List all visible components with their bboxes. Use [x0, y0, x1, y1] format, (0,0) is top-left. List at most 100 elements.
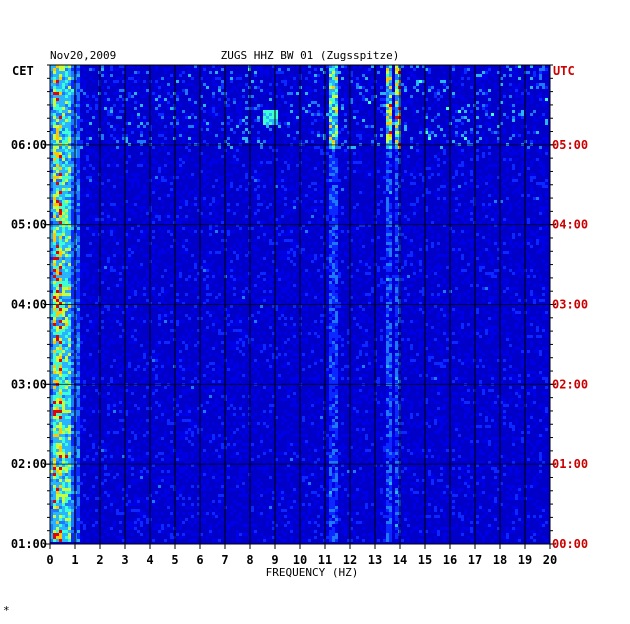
spectro-cell — [167, 116, 170, 119]
spectro-cell — [131, 179, 134, 182]
spectro-cell — [518, 275, 521, 278]
spectro-cell — [143, 125, 146, 128]
spectro-cell — [476, 257, 479, 260]
spectro-cell — [320, 221, 323, 224]
spectro-cell — [437, 113, 440, 116]
spectro-cell — [83, 119, 86, 122]
spectro-cell — [341, 65, 344, 68]
spectro-cell — [77, 284, 80, 287]
spectro-cell — [137, 164, 140, 167]
spectro-cell — [302, 224, 305, 227]
spectro-cell — [413, 182, 416, 185]
spectro-cell — [59, 227, 62, 230]
spectro-cell — [128, 254, 131, 257]
spectro-cell — [308, 104, 311, 107]
spectro-cell — [326, 176, 329, 179]
spectro-cell — [404, 104, 407, 107]
spectro-cell — [110, 107, 113, 110]
spectro-cell — [140, 281, 143, 284]
spectro-cell — [359, 161, 362, 164]
spectro-cell — [59, 233, 62, 236]
spectro-cell — [62, 200, 65, 203]
spectro-cell — [521, 194, 524, 197]
spectro-cell — [71, 65, 74, 68]
spectro-cell — [350, 83, 353, 86]
spectro-cell — [65, 125, 68, 128]
spectro-cell — [305, 269, 308, 272]
spectro-cell — [71, 251, 74, 254]
spectro-cell — [62, 140, 65, 143]
spectro-cell — [263, 182, 266, 185]
spectro-cell — [389, 125, 392, 128]
spectro-cell — [206, 269, 209, 272]
spectro-cell — [68, 128, 71, 131]
spectro-cell — [467, 278, 470, 281]
spectro-cell — [401, 224, 404, 227]
spectro-cell — [335, 239, 338, 242]
spectro-cell — [332, 221, 335, 224]
spectro-cell — [227, 107, 230, 110]
spectro-cell — [482, 77, 485, 80]
spectro-cell — [167, 212, 170, 215]
spectro-cell — [380, 221, 383, 224]
spectro-cell — [407, 173, 410, 176]
spectro-cell — [482, 107, 485, 110]
spectro-cell — [200, 215, 203, 218]
spectro-cell — [251, 218, 254, 221]
spectro-cell — [332, 134, 335, 137]
spectro-cell — [68, 230, 71, 233]
spectro-cell — [539, 209, 542, 212]
spectro-cell — [416, 83, 419, 86]
spectro-cell — [128, 134, 131, 137]
spectro-cell — [101, 74, 104, 77]
spectro-cell — [116, 284, 119, 287]
spectro-cell — [314, 206, 317, 209]
spectro-cell — [68, 125, 71, 128]
spectro-cell — [56, 167, 59, 170]
spectro-cell — [257, 197, 260, 200]
spectro-cell — [470, 86, 473, 89]
spectro-cell — [404, 149, 407, 152]
spectro-cell — [77, 245, 80, 248]
spectro-cell — [479, 251, 482, 254]
spectro-cell — [332, 95, 335, 98]
spectro-cell — [332, 158, 335, 161]
spectro-cell — [131, 257, 134, 260]
spectro-cell — [59, 203, 62, 206]
spectro-cell — [269, 119, 272, 122]
spectro-cell — [59, 146, 62, 149]
spectro-cell — [185, 155, 188, 158]
spectro-cell — [77, 275, 80, 278]
spectro-cell — [77, 125, 80, 128]
spectro-cell — [488, 104, 491, 107]
spectro-cell — [389, 155, 392, 158]
spectro-cell — [131, 122, 134, 125]
spectro-cell — [461, 71, 464, 74]
spectro-cell — [293, 83, 296, 86]
spectro-cell — [203, 179, 206, 182]
spectro-cell — [521, 134, 524, 137]
spectro-cell — [218, 200, 221, 203]
spectro-cell — [197, 191, 200, 194]
spectro-cell — [221, 83, 224, 86]
spectro-cell — [137, 86, 140, 89]
spectro-cell — [371, 254, 374, 257]
spectro-cell — [92, 215, 95, 218]
spectro-cell — [56, 254, 59, 257]
spectro-cell — [215, 224, 218, 227]
spectro-cell — [425, 194, 428, 197]
spectro-cell — [212, 95, 215, 98]
spectro-cell — [452, 140, 455, 143]
spectro-cell — [539, 92, 542, 95]
spectro-cell — [62, 254, 65, 257]
spectro-cell — [104, 155, 107, 158]
spectro-cell — [518, 95, 521, 98]
spectro-cell — [296, 158, 299, 161]
spectro-cell — [212, 110, 215, 113]
spectro-cell — [506, 278, 509, 281]
spectro-cell — [422, 128, 425, 131]
spectro-cell — [50, 101, 53, 104]
spectro-cell — [176, 263, 179, 266]
spectro-cell — [512, 233, 515, 236]
spectro-cell — [431, 281, 434, 284]
